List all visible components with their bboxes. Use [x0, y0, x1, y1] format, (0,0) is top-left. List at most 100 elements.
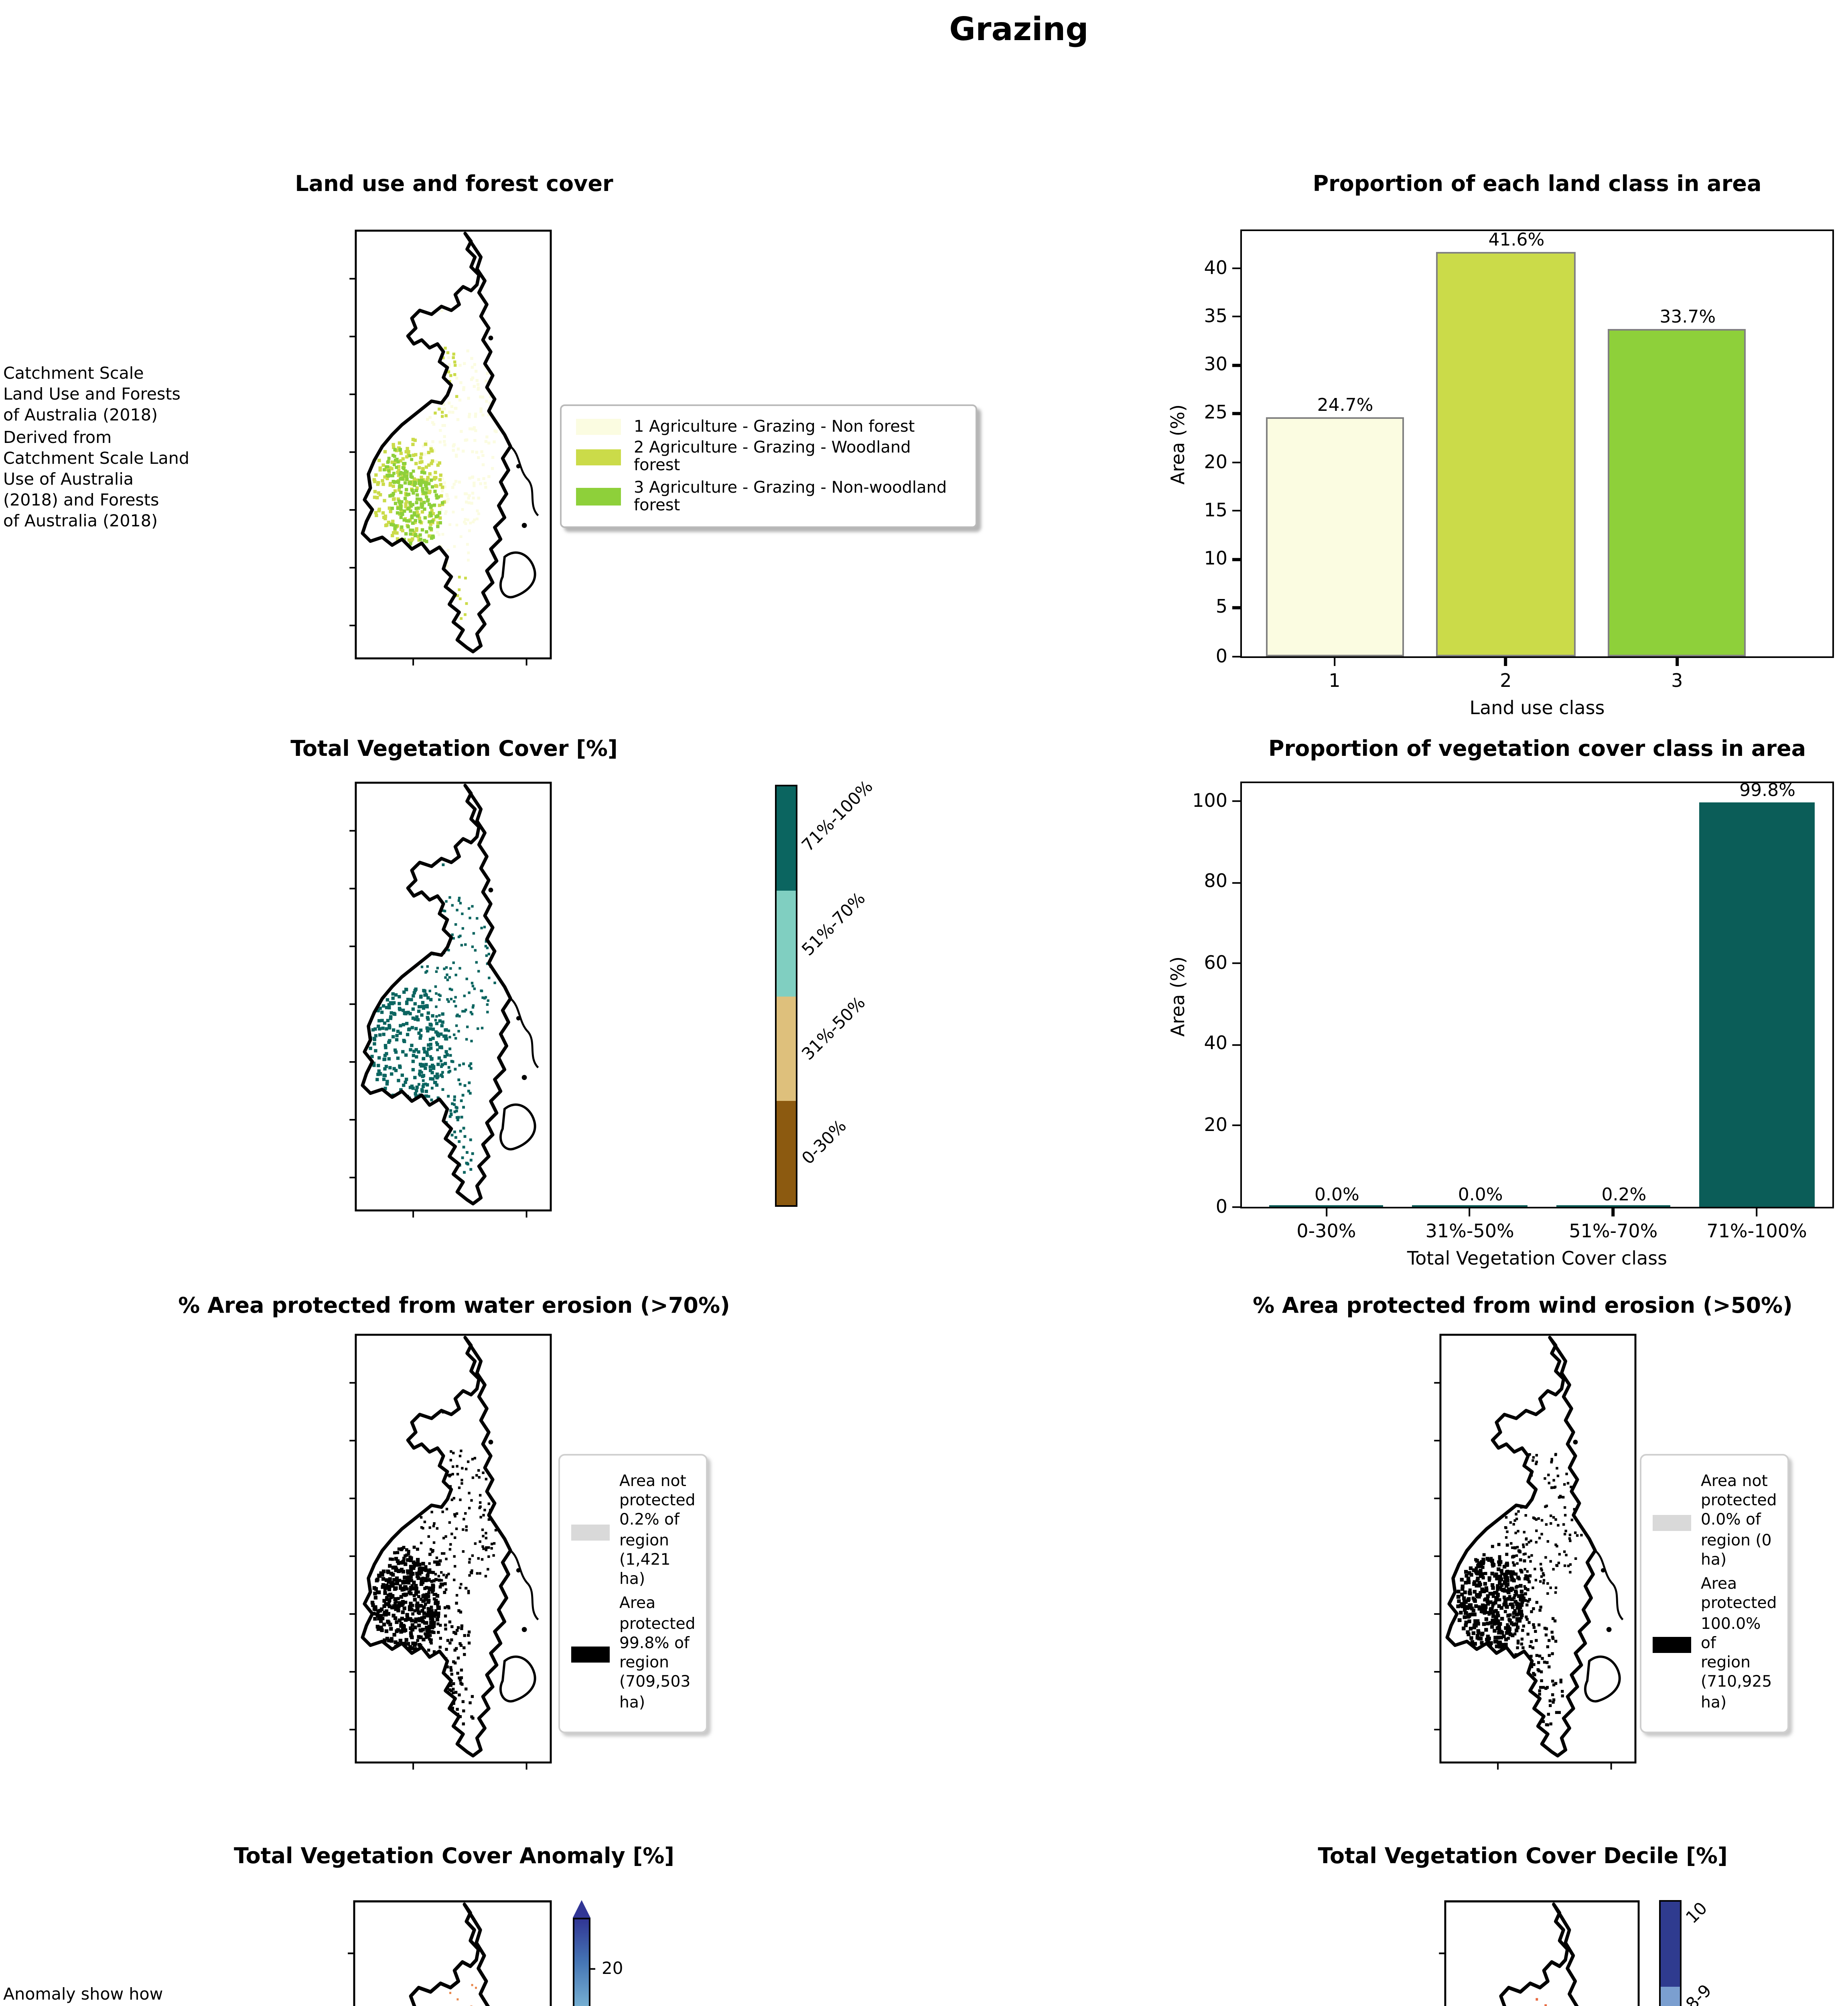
x-tick-label: 31%-50% [1425, 1220, 1514, 1242]
not-protected-swatch [1653, 1514, 1691, 1531]
legend-item: 3 Agriculture - Grazing - Non-woodland f… [576, 479, 961, 514]
landuse-map [349, 229, 552, 666]
veg-class-bar-chart: 0 20 40 60 80 100 0.0% 0-30% 0.0% 31%-50% 0.2% 51%-… [1192, 780, 1834, 1242]
y-tick-label: 40 [1204, 256, 1227, 278]
colorbar-label: 51%-70% [799, 889, 870, 960]
legend-label: 1 Agriculture - Grazing - Non forest [634, 418, 915, 436]
legend-swatch-class1 [576, 418, 621, 435]
x-tick-label: 1 [1329, 669, 1341, 692]
x-tick-mark [1612, 1207, 1615, 1216]
legend-label: Area not protected 0.2% of region (1,421… [619, 1473, 696, 1589]
map-speckles [370, 1368, 499, 1728]
legend-label: Area protected 100.0% of region (710,925… [1701, 1576, 1777, 1712]
legend-label: Area not protected 0.0% of region (0 ha) [1701, 1473, 1777, 1569]
x-tick-mark [1676, 656, 1678, 666]
legend-swatch-class3 [576, 488, 621, 505]
y-tick-mark [1232, 607, 1242, 609]
veg-chart-ylabel: Area (%) [1166, 956, 1189, 1037]
catchment-outline [361, 1336, 512, 1758]
colorbar-label: 0-30% [799, 1117, 851, 1169]
bar [1436, 252, 1575, 656]
anomaly-caption: Anomaly show how many percetage points e… [3, 1985, 163, 2004]
bar [1699, 802, 1814, 1207]
y-tick-mark [1232, 267, 1242, 269]
vegcover-colorbar: 71%-100% 51%-70% 31%-50% 0-30% [775, 777, 877, 1207]
x-tick-mark [1333, 656, 1336, 666]
y-tick-mark [1232, 461, 1242, 463]
anomaly-map [348, 1900, 552, 2006]
y-tick-mark [1232, 1125, 1242, 1127]
bar [1269, 1206, 1384, 1207]
x-tick-label: 71%-100% [1706, 1220, 1807, 1242]
map-frame [1444, 1900, 1640, 2006]
legend-item: Area not protected 0.0% of region (0 ha) [1653, 1473, 1777, 1572]
legend-item: Area protected 99.8% of region (709,503 … [571, 1596, 696, 1714]
colorbar-gradient: 20100−10−20 [573, 1918, 623, 2006]
legend-label: 2 Agriculture - Grazing - Woodland fores… [634, 440, 911, 475]
coastal-lake [1584, 1655, 1621, 1703]
y-tick-mark [1232, 1206, 1242, 1208]
y-tick-label: 20 [1204, 450, 1227, 472]
colorbar-tick-label: 20 [602, 1959, 623, 1978]
legend-item: Area not protected 0.2% of region (1,421… [571, 1473, 696, 1591]
colorbar-label: 31%-50% [799, 993, 870, 1065]
colorbar-segment [777, 891, 796, 996]
legend-label: 3 Agriculture - Grazing - Non-woodland f… [634, 479, 947, 514]
coastline [510, 1549, 539, 1620]
protected-swatch [571, 1647, 610, 1663]
y-tick-label: 80 [1204, 870, 1227, 893]
island [1606, 1627, 1612, 1632]
decile-colorbar: 108-94-72-31 [1659, 1900, 1716, 2006]
colorbar-segment [1661, 1987, 1680, 2006]
land-class-bar-chart: 0 5 10 15 20 25 30 35 40 24.7% 1 41.6% 2 33.7% 3 [1204, 229, 1834, 692]
y-tick-label: 20 [1204, 1113, 1227, 1136]
legend-item: Area protected 100.0% of region (710,925… [1653, 1576, 1777, 1714]
island [521, 1075, 527, 1080]
map-frame [355, 1334, 552, 1764]
water-erosion-map [349, 1334, 552, 1770]
bar-value-label: 24.7% [1317, 394, 1373, 415]
y-tick-mark [1232, 558, 1242, 560]
y-tick-mark [1232, 364, 1242, 366]
y-tick-label: 35 [1204, 304, 1227, 327]
x-tick-mark [1505, 656, 1507, 666]
x-tick-label: 0-30% [1296, 1220, 1356, 1242]
y-tick-mark [1232, 1044, 1242, 1046]
island [488, 335, 493, 341]
land-chart-title: Proportion of each land class in area [1312, 172, 1762, 197]
island [521, 523, 527, 528]
colorbar-segment [777, 786, 796, 891]
bar [1607, 329, 1747, 656]
y-tick-label: 15 [1204, 498, 1227, 521]
x-tick-mark [1755, 1207, 1758, 1216]
coastline [510, 997, 539, 1068]
bar [1556, 1206, 1671, 1207]
island [521, 1627, 527, 1632]
colorbar-segment [777, 1100, 796, 1205]
veg-chart-title: Proportion of vegetation cover class in … [1268, 737, 1806, 762]
x-tick-mark [1325, 1207, 1328, 1216]
island [1573, 1440, 1578, 1445]
legend-swatch-class2 [576, 449, 621, 466]
y-tick-mark [1232, 962, 1242, 965]
wind-erosion-map [1434, 1334, 1637, 1770]
anomaly-panel-title: Total Vegetation Cover Anomaly [%] [234, 1844, 674, 1870]
bar [1412, 1206, 1527, 1207]
map-speckles [372, 262, 498, 620]
landuse-caption: Catchment Scale Land Use and Forests of … [3, 364, 190, 532]
landuse-legend: 1 Agriculture - Grazing - Non forest 2 A… [560, 404, 977, 528]
page-title: Grazing [949, 10, 1089, 48]
colorbar-label: 71%-100% [799, 776, 877, 855]
legend-item: 1 Agriculture - Grazing - Non forest [576, 418, 961, 436]
y-tick-mark [1232, 800, 1242, 803]
y-tick-label: 0 [1215, 1194, 1227, 1217]
y-tick-label: 30 [1204, 353, 1227, 375]
island [488, 1440, 493, 1445]
wind-erosion-title: % Area protected from wind erosion (>50%… [1253, 1293, 1793, 1319]
y-tick-mark [1232, 315, 1242, 318]
island [516, 1016, 521, 1021]
decile-map [1439, 1900, 1640, 2006]
y-tick-mark [1232, 412, 1242, 415]
y-tick-label: 60 [1204, 951, 1227, 974]
